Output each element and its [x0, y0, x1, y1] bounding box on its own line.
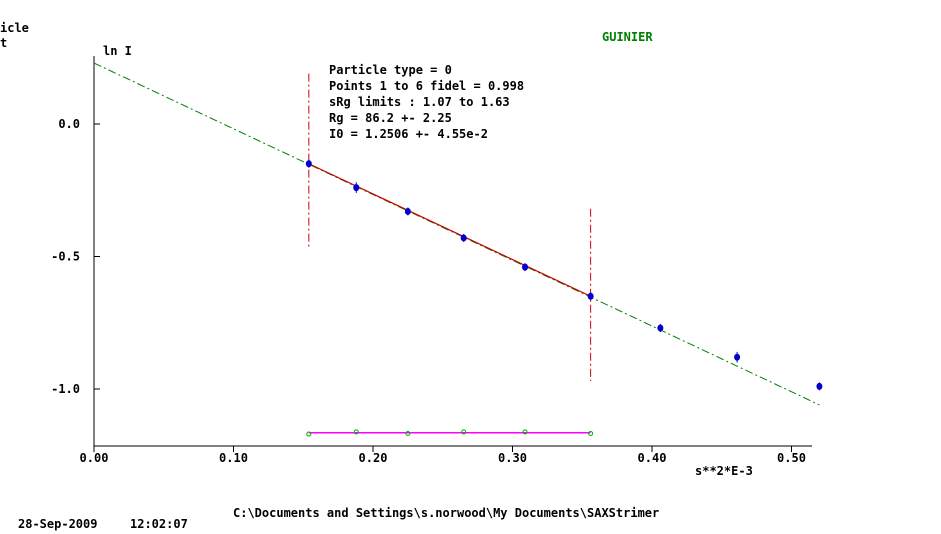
cut-off-text-1: icle — [0, 21, 29, 35]
annotation-line: Points 1 to 6 fidel = 0.998 — [329, 79, 524, 93]
data-point — [305, 160, 312, 168]
data-point — [353, 184, 360, 192]
y-axis-label: ln I — [103, 44, 132, 58]
data-point — [404, 207, 411, 215]
y-tick-label: -0.5 — [51, 250, 80, 264]
annotation-line: Particle type = 0 — [329, 63, 452, 77]
data-point — [657, 324, 664, 332]
x-tick-label: 0.10 — [219, 451, 248, 465]
footer-date: 28-Sep-2009 — [18, 517, 97, 531]
y-tick-label: 0.0 — [58, 117, 80, 131]
x-tick-label: 0.50 — [777, 451, 806, 465]
cut-off-text-2: t — [0, 36, 7, 50]
footer-time: 12:02:07 — [130, 517, 188, 531]
x-tick-label: 0.30 — [498, 451, 527, 465]
residual-point — [306, 431, 312, 437]
x-tick-label: 0.00 — [80, 451, 109, 465]
fit-line — [308, 163, 591, 297]
annotation-line: I0 = 1.2506 +- 4.55e-2 — [329, 127, 488, 141]
footer-path: C:\Documents and Settings\s.norwood\My D… — [233, 506, 659, 520]
annotation-line: sRg limits : 1.07 to 1.63 — [329, 95, 510, 109]
x-tick-label: 0.20 — [359, 451, 388, 465]
residual-point — [522, 429, 528, 435]
x-tick-label: 0.40 — [638, 451, 667, 465]
x-axis-label: s**2*E-3 — [695, 464, 753, 478]
data-point — [460, 234, 467, 242]
residual-point — [405, 431, 411, 437]
data-point — [522, 263, 529, 271]
data-point — [734, 353, 741, 361]
annotation-line: Rg = 86.2 +- 2.25 — [329, 111, 452, 125]
extrapolation-line — [93, 62, 820, 406]
residual-point — [588, 431, 594, 437]
residual-point — [353, 429, 359, 435]
chart-title: GUINIER — [602, 30, 653, 44]
data-point — [816, 382, 823, 390]
y-tick-label: -1.0 — [51, 382, 80, 396]
residual-point — [461, 429, 467, 435]
data-point — [587, 292, 594, 300]
